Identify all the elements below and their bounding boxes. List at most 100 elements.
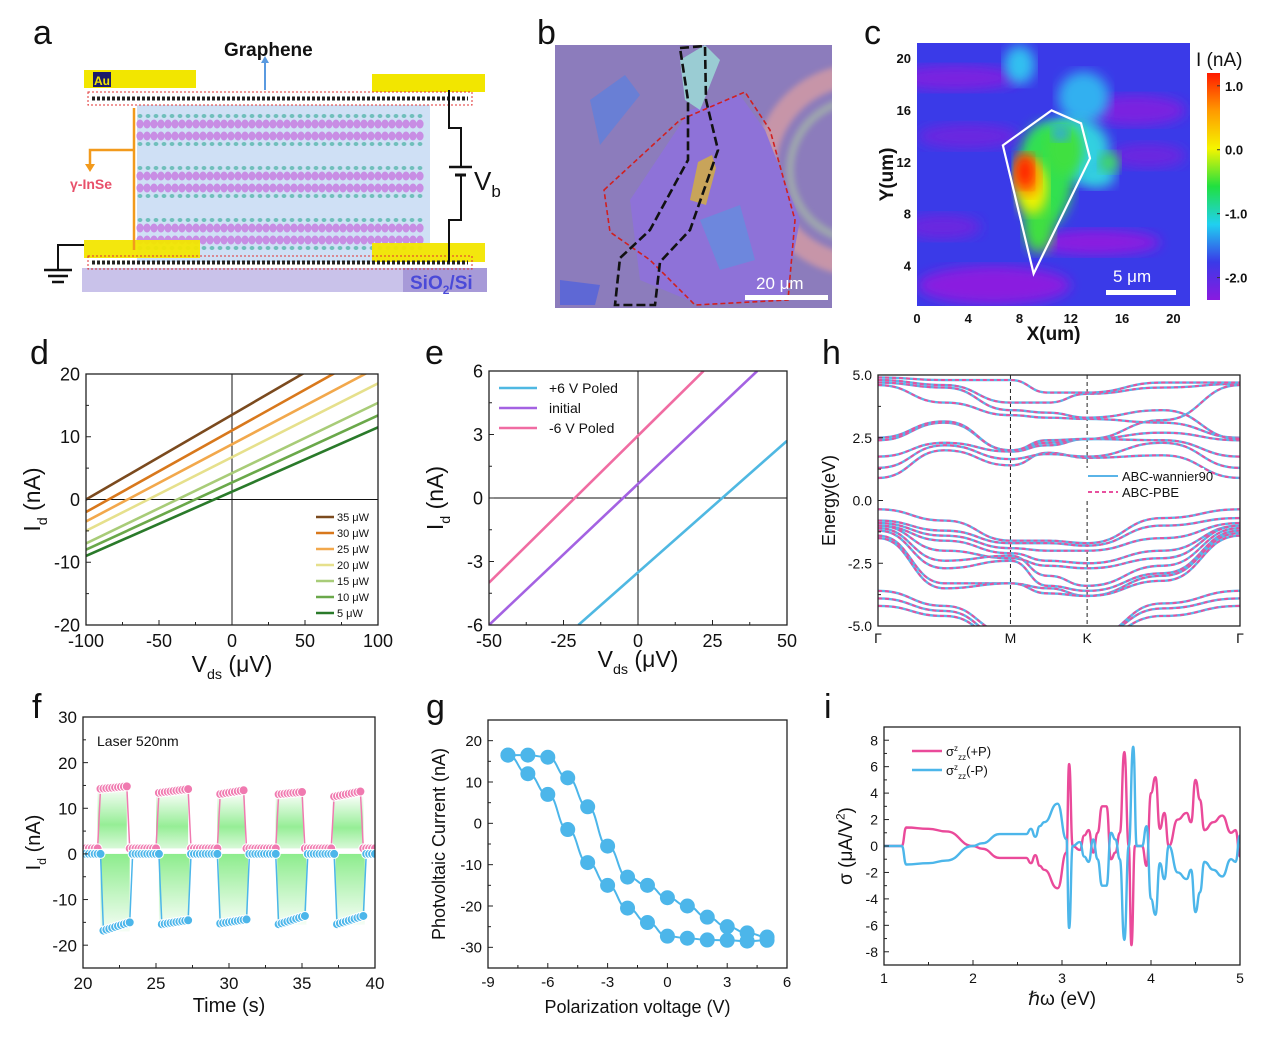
se-atom xyxy=(289,218,295,222)
in-atom xyxy=(367,171,375,181)
se-atom xyxy=(385,114,391,118)
se-atom xyxy=(305,246,311,250)
se-atom xyxy=(393,166,399,170)
y-tick-label: 10 xyxy=(58,799,77,818)
x-tick-label: 25 xyxy=(147,974,166,993)
in-atom xyxy=(213,119,221,129)
in-atom xyxy=(360,119,368,129)
substrate-label: SiO2/Si xyxy=(410,273,473,297)
in-atom xyxy=(311,131,319,141)
se-atom xyxy=(361,166,367,170)
data-point xyxy=(580,855,596,871)
se-atom xyxy=(313,142,319,146)
in-atom xyxy=(353,131,361,141)
in-atom xyxy=(241,119,249,129)
in-atom xyxy=(325,183,333,193)
series-line-6 xyxy=(86,426,378,558)
x-tick-label: -3 xyxy=(601,974,614,991)
in-atom xyxy=(150,131,158,141)
in-atom xyxy=(206,235,214,245)
in-atom xyxy=(220,131,228,141)
x-tick-label: 0 xyxy=(663,974,671,991)
in-atom xyxy=(304,131,312,141)
heatmap-region xyxy=(917,65,1020,91)
in-atom xyxy=(157,131,165,141)
in-atom xyxy=(248,223,256,233)
kpoint-label: Γ xyxy=(1236,630,1244,646)
se-atom xyxy=(353,114,359,118)
blue-flake-left xyxy=(590,75,640,145)
in-atom xyxy=(143,171,151,181)
se-atom xyxy=(345,166,351,170)
in-atom xyxy=(143,119,151,129)
se-atom xyxy=(161,166,167,170)
legend-label: ABC-wannier90 xyxy=(1122,469,1213,484)
in-atom xyxy=(381,235,389,245)
se-atom xyxy=(353,194,359,198)
in-atom xyxy=(374,183,382,193)
in-atom xyxy=(164,183,172,193)
band-pbe xyxy=(878,508,1240,545)
se-atom xyxy=(361,114,367,118)
in-atom xyxy=(164,223,172,233)
panel-e-chart: +6 V Poled initial -6 V Poled -50 -25 0 25 50 -6… xyxy=(422,361,797,677)
se-atom xyxy=(185,166,191,170)
se-atom xyxy=(369,166,375,170)
heatmap-region xyxy=(1015,154,1034,189)
data-point xyxy=(639,915,655,931)
se-atom xyxy=(281,142,287,146)
colorbar-tick-label: 1.0 xyxy=(1225,79,1243,94)
in-atom xyxy=(332,235,340,245)
heatmap-region xyxy=(1083,94,1187,126)
panel-i-chart: σzzz(+P)σzzz(-P) 1 2 3 4 5 -8 -6 -4 -2 0 2 4 6 8 ℏω (eV… xyxy=(834,726,1244,1010)
in-atom xyxy=(290,171,298,181)
in-atom xyxy=(143,131,151,141)
data-point xyxy=(500,747,516,763)
plot-area-h xyxy=(878,375,1240,626)
se-atom xyxy=(345,218,351,222)
top-graphene-outline xyxy=(87,91,473,106)
in-atom xyxy=(206,131,214,141)
in-atom xyxy=(395,183,403,193)
in-atom xyxy=(262,235,270,245)
in-atom xyxy=(255,119,263,129)
in-atom xyxy=(178,183,186,193)
in-atom xyxy=(290,235,298,245)
x-tick-label: -50 xyxy=(146,631,172,651)
se-atom xyxy=(201,246,207,250)
in-atom xyxy=(402,119,410,129)
kpoint-label: M xyxy=(1005,630,1017,646)
se-atom xyxy=(313,246,319,250)
se-atom xyxy=(409,218,415,222)
thin-flake xyxy=(680,45,720,110)
in-atom xyxy=(318,183,326,193)
se-atom xyxy=(169,166,175,170)
in-atom xyxy=(395,171,403,181)
in-atom xyxy=(318,235,326,245)
se-atom xyxy=(401,142,407,146)
se-atom xyxy=(161,218,167,222)
in-atom xyxy=(171,183,179,193)
x-axis-label: Polarization voltage (V) xyxy=(544,997,730,1017)
overlap-region xyxy=(690,155,716,205)
panel-letter-c: c xyxy=(864,14,881,52)
se-atom xyxy=(257,114,263,118)
se-atom xyxy=(305,166,311,170)
se-atom xyxy=(201,218,207,222)
blue-flake xyxy=(700,205,755,270)
circuit-wire-top xyxy=(448,90,462,167)
se-atom xyxy=(169,142,175,146)
band-wannier xyxy=(878,589,1240,626)
y-axis-label: Id (nA) xyxy=(23,815,49,871)
x-tick-label: 100 xyxy=(363,631,393,651)
x-tick-label: 0 xyxy=(227,631,237,651)
ground-wire xyxy=(57,244,84,270)
se-atom xyxy=(249,194,255,198)
se-atom xyxy=(265,166,271,170)
se-atom xyxy=(313,218,319,222)
legend-label: 20 μW xyxy=(337,560,370,572)
series-line-4 xyxy=(86,401,378,545)
x-axis-label: Vds (μV) xyxy=(192,651,273,683)
se-atom xyxy=(321,218,327,222)
se-atom xyxy=(209,218,215,222)
